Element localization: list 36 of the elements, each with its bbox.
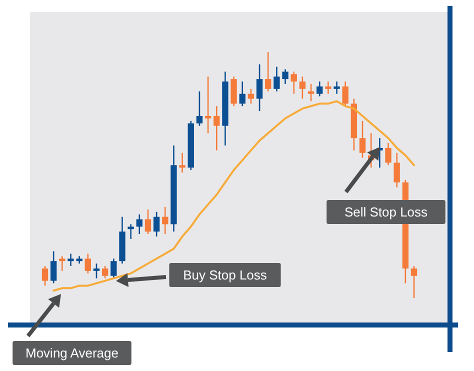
candlestick [162, 206, 168, 235]
candlestick [256, 64, 263, 112]
candlestick [102, 265, 108, 279]
candlestick [316, 80, 323, 97]
candlestick [308, 83, 314, 102]
candlestick [410, 265, 418, 299]
candlestick [196, 90, 203, 126]
candlestick [153, 211, 160, 238]
candlestick [214, 105, 220, 152]
candlestick [265, 51, 272, 92]
annotation: Buy Stop Loss [183, 268, 268, 282]
candlestick [93, 262, 100, 279]
text: Moving Average [26, 346, 118, 360]
candlestick [325, 80, 332, 94]
candlestick [136, 214, 142, 235]
candlestick [204, 76, 212, 134]
candlestick [385, 142, 392, 166]
candlestick [50, 250, 57, 284]
candlestick [394, 152, 400, 188]
candlestick [274, 66, 280, 92]
candlestick [359, 120, 366, 158]
candlestick [42, 265, 48, 286]
annotation: Sell Stop Loss [344, 204, 428, 220]
candlestick [282, 68, 288, 85]
candlestick [342, 80, 348, 107]
candlestick [84, 253, 91, 274]
candlestick [68, 253, 74, 267]
candlestick [128, 224, 134, 240]
candlestick [239, 80, 246, 107]
candlestick [299, 76, 306, 100]
candlestick [290, 71, 297, 94]
candlestick [179, 152, 186, 174]
candlestick [334, 80, 340, 94]
candlestick [144, 208, 152, 235]
candlestick [110, 258, 117, 279]
candlestick [59, 256, 66, 272]
